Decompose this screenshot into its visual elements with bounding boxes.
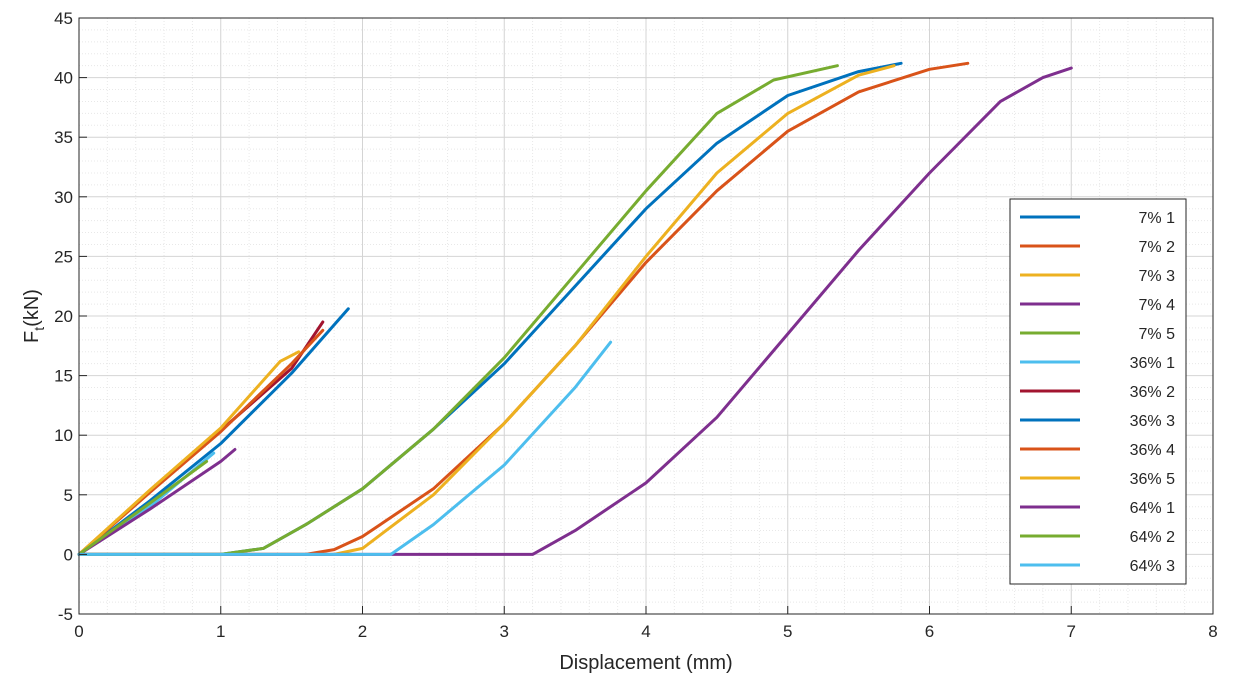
series-line bbox=[77, 448, 237, 556]
y-tick-label: -5 bbox=[58, 605, 73, 624]
tick-marks bbox=[78, 17, 1214, 615]
legend-label: 36% 3 bbox=[1130, 413, 1175, 430]
y-tick-label: 25 bbox=[54, 247, 73, 266]
y-tick-labels: -5 0 5 10 15 20 25 30 35 40 45 bbox=[54, 9, 73, 624]
y-axis-label: Ft(kN) bbox=[21, 289, 47, 343]
y-tick-label: 40 bbox=[54, 69, 73, 88]
legend-label: 36% 4 bbox=[1130, 442, 1175, 459]
y-axis-label-sub: t bbox=[31, 327, 47, 331]
legend-label: 64% 3 bbox=[1130, 558, 1175, 575]
legend-label: 36% 1 bbox=[1130, 355, 1175, 372]
x-tick-label: 2 bbox=[358, 622, 367, 641]
legend-label: 64% 1 bbox=[1130, 500, 1175, 517]
y-tick-label: 35 bbox=[54, 128, 73, 147]
legend-label: 7% 2 bbox=[1139, 239, 1176, 256]
legend-label: 7% 3 bbox=[1139, 268, 1176, 285]
x-tick-label: 8 bbox=[1208, 622, 1217, 641]
y-tick-label: 0 bbox=[64, 545, 73, 564]
x-tick-label: 7 bbox=[1067, 622, 1076, 641]
legend-label: 36% 2 bbox=[1130, 384, 1175, 401]
legend-label: 7% 1 bbox=[1139, 210, 1176, 227]
series-line bbox=[77, 459, 209, 556]
y-tick-label: 15 bbox=[54, 367, 73, 386]
y-tick-label: 10 bbox=[54, 426, 73, 445]
y-axis-label-rest: (kN) bbox=[21, 289, 43, 327]
x-tick-label: 4 bbox=[641, 622, 650, 641]
series-line bbox=[77, 350, 301, 556]
y-tick-label: 20 bbox=[54, 307, 73, 326]
x-tick-label: 3 bbox=[500, 622, 509, 641]
x-tick-label: 1 bbox=[216, 622, 225, 641]
legend-label: 7% 5 bbox=[1139, 326, 1176, 343]
x-tick-label: 0 bbox=[74, 622, 83, 641]
x-tick-label: 5 bbox=[783, 622, 792, 641]
series-line bbox=[77, 340, 613, 556]
y-tick-label: 45 bbox=[54, 9, 73, 28]
legend-label: 7% 4 bbox=[1139, 297, 1176, 314]
legend-label: 64% 2 bbox=[1130, 529, 1175, 546]
series-line bbox=[77, 66, 1073, 556]
y-axis-label-main: F bbox=[21, 331, 43, 343]
x-axis-label: Displacement (mm) bbox=[559, 652, 732, 674]
series-line bbox=[77, 64, 896, 556]
legend: 7% 1 7% 2 7% 3 7% 4 7% 5 36% 1 36% 2 36% 3 36% 4… bbox=[1009, 198, 1187, 585]
x-tick-label: 6 bbox=[925, 622, 934, 641]
series-layer bbox=[77, 61, 1073, 556]
x-tick-labels: 0 1 2 3 4 5 6 7 8 bbox=[74, 622, 1217, 641]
legend-label: 36% 5 bbox=[1130, 471, 1175, 488]
series-line bbox=[77, 64, 839, 556]
y-tick-label: 5 bbox=[64, 486, 73, 505]
y-tick-label: 30 bbox=[54, 188, 73, 207]
